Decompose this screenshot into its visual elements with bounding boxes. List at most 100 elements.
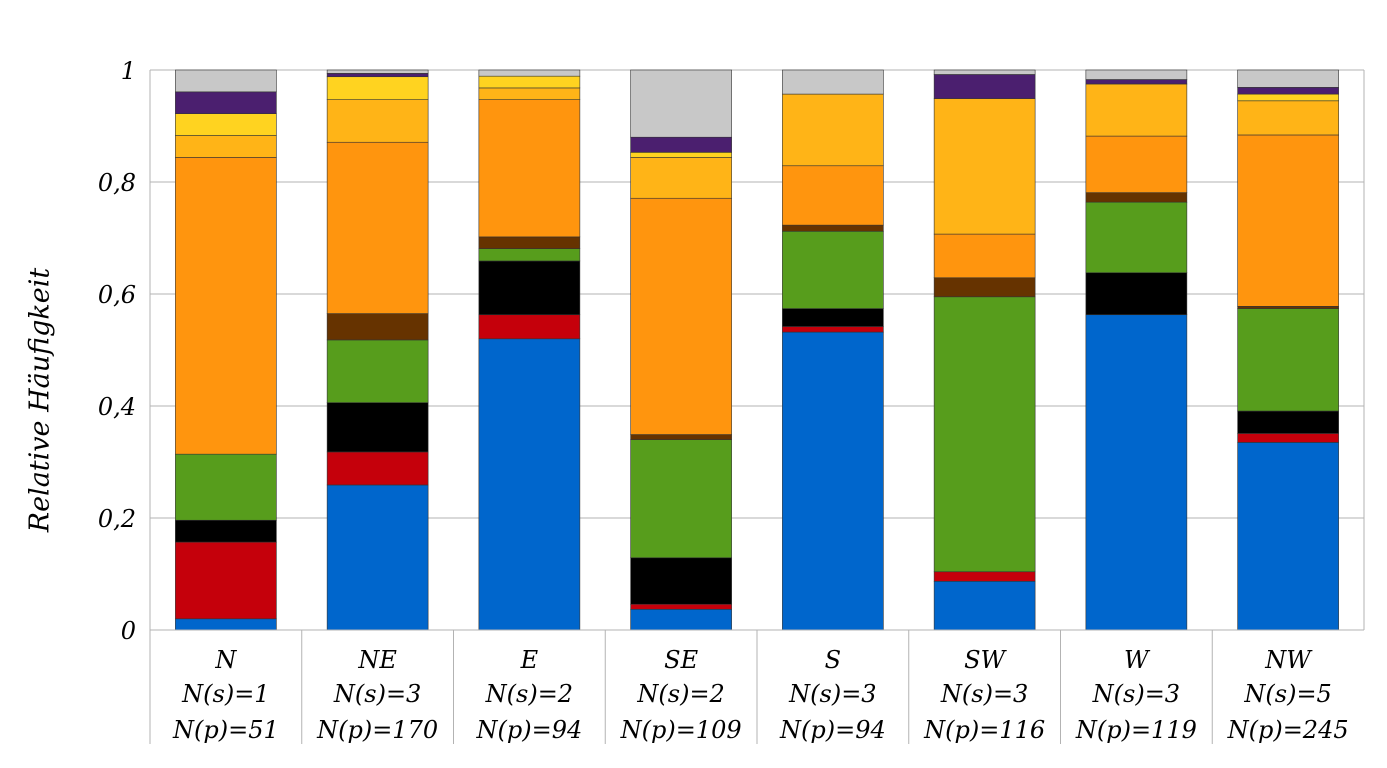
bar-segment-6 [478,99,581,238]
bar-segment-3 [326,402,429,453]
x-category-np: N(p)=51 [172,716,279,744]
bar-segment-2 [326,451,429,486]
x-category-np: N(p)=245 [1227,716,1349,744]
bar-segment-9 [326,73,429,78]
bar-segment-9 [933,74,1036,99]
bar-segment-3 [478,260,581,316]
bar-segment-5 [1085,192,1188,203]
bar-segment-8 [175,113,277,136]
bar-segment-6 [326,141,429,314]
bar-segment-3 [175,519,277,543]
x-category-ns: N(s)=3 [788,680,876,708]
bar-segment-4 [326,339,429,403]
bar-segment-4 [478,248,581,262]
y-tick-label: 0 [121,617,136,645]
x-category-ns: N(s)=2 [636,680,724,708]
bar-segment-5 [326,313,429,341]
x-category-ns: N(s)=3 [940,680,1028,708]
x-category-name: SE [664,646,698,674]
x-category-np: N(p)=109 [620,716,742,744]
bar-segment-3 [630,557,732,605]
bar-segment-10 [175,69,277,93]
x-category-np: N(p)=119 [1075,716,1197,744]
bar-segment-5 [782,224,884,232]
bar-segment-7 [326,99,429,143]
bar-segment-2 [175,541,277,620]
x-category-name: NE [357,646,397,674]
bar-segment-10 [326,69,429,74]
bar-segment-1 [630,608,732,631]
x-category-np: N(p)=170 [316,716,438,744]
bar-segment-4 [933,296,1036,573]
bar-segment-7 [1085,83,1188,137]
x-category-np: N(p)=116 [923,716,1045,744]
x-category-name: E [520,646,539,674]
x-category-name: N [214,646,237,674]
bar-segment-2 [630,603,732,610]
x-category-ns: N(s)=1 [181,680,269,708]
bar-segment-8 [1237,93,1339,102]
x-category-name: W [1124,646,1151,674]
bar-segment-1 [478,338,581,631]
bar-segment-3 [1085,272,1188,316]
x-category-ns: N(s)=5 [1243,680,1331,708]
bar-segment-6 [1085,135,1188,193]
bar-segment-10 [478,69,581,77]
bar-segment-2 [933,571,1036,582]
bar-segment-6 [782,165,884,226]
bar-segment-5 [1237,306,1339,309]
bar-segment-4 [1237,308,1339,412]
bar-segment-7 [478,87,581,100]
bar-segment-10 [1237,69,1339,88]
bar-segment-1 [1237,442,1339,631]
bar-segment-6 [175,157,277,455]
bar-segment-7 [782,93,884,167]
bar-segment-9 [175,91,277,114]
bar-segment-9 [1085,79,1188,85]
bar-segment-10 [1085,69,1188,80]
bar-segment-2 [478,314,581,340]
x-category-name: SW [964,646,1007,674]
bar-segment-5 [478,236,581,249]
bar-segment-3 [782,308,884,327]
bar-segment-5 [933,277,1036,298]
y-tick-label: 0,8 [98,169,136,197]
bar-segment-6 [933,233,1036,279]
bar-segment-4 [630,439,732,559]
bar-segment-7 [175,135,277,158]
bar-segment-7 [933,98,1036,235]
bar-segment-4 [175,453,277,521]
x-category-np: N(p)=94 [779,716,886,744]
bar-segment-1 [1085,314,1188,631]
x-category-ns: N(s)=2 [485,680,573,708]
bar-segment-7 [630,157,732,199]
bar-segment-7 [1237,100,1339,136]
y-tick-label: 1 [121,57,136,85]
bar-segment-8 [326,76,429,100]
x-category-ns: N(s)=3 [333,680,421,708]
bar-segment-1 [933,580,1036,631]
x-category-np: N(p)=94 [476,716,583,744]
y-tick-label: 0,6 [98,281,136,309]
bar-segment-5 [630,434,732,440]
bar-segment-1 [326,484,429,631]
y-tick-label: 0,4 [98,393,136,421]
bar-segment-8 [630,152,732,158]
bar-segment-10 [630,69,732,138]
bar-segment-3 [1237,410,1339,434]
bar-segment-2 [782,326,884,333]
bar-segment-10 [782,69,884,95]
x-category-name: S [825,646,841,674]
bar-segment-1 [782,331,884,631]
bar-segment-8 [478,75,581,89]
bar-segment-9 [630,136,732,153]
bar-segment-6 [1237,134,1339,307]
bar-segment-1 [175,618,277,631]
x-category-name: NW [1264,646,1313,674]
bar-segment-2 [1237,433,1339,443]
x-category-ns: N(s)=3 [1092,680,1180,708]
bar-segment-9 [1237,87,1339,95]
bar-segment-4 [1085,201,1188,274]
